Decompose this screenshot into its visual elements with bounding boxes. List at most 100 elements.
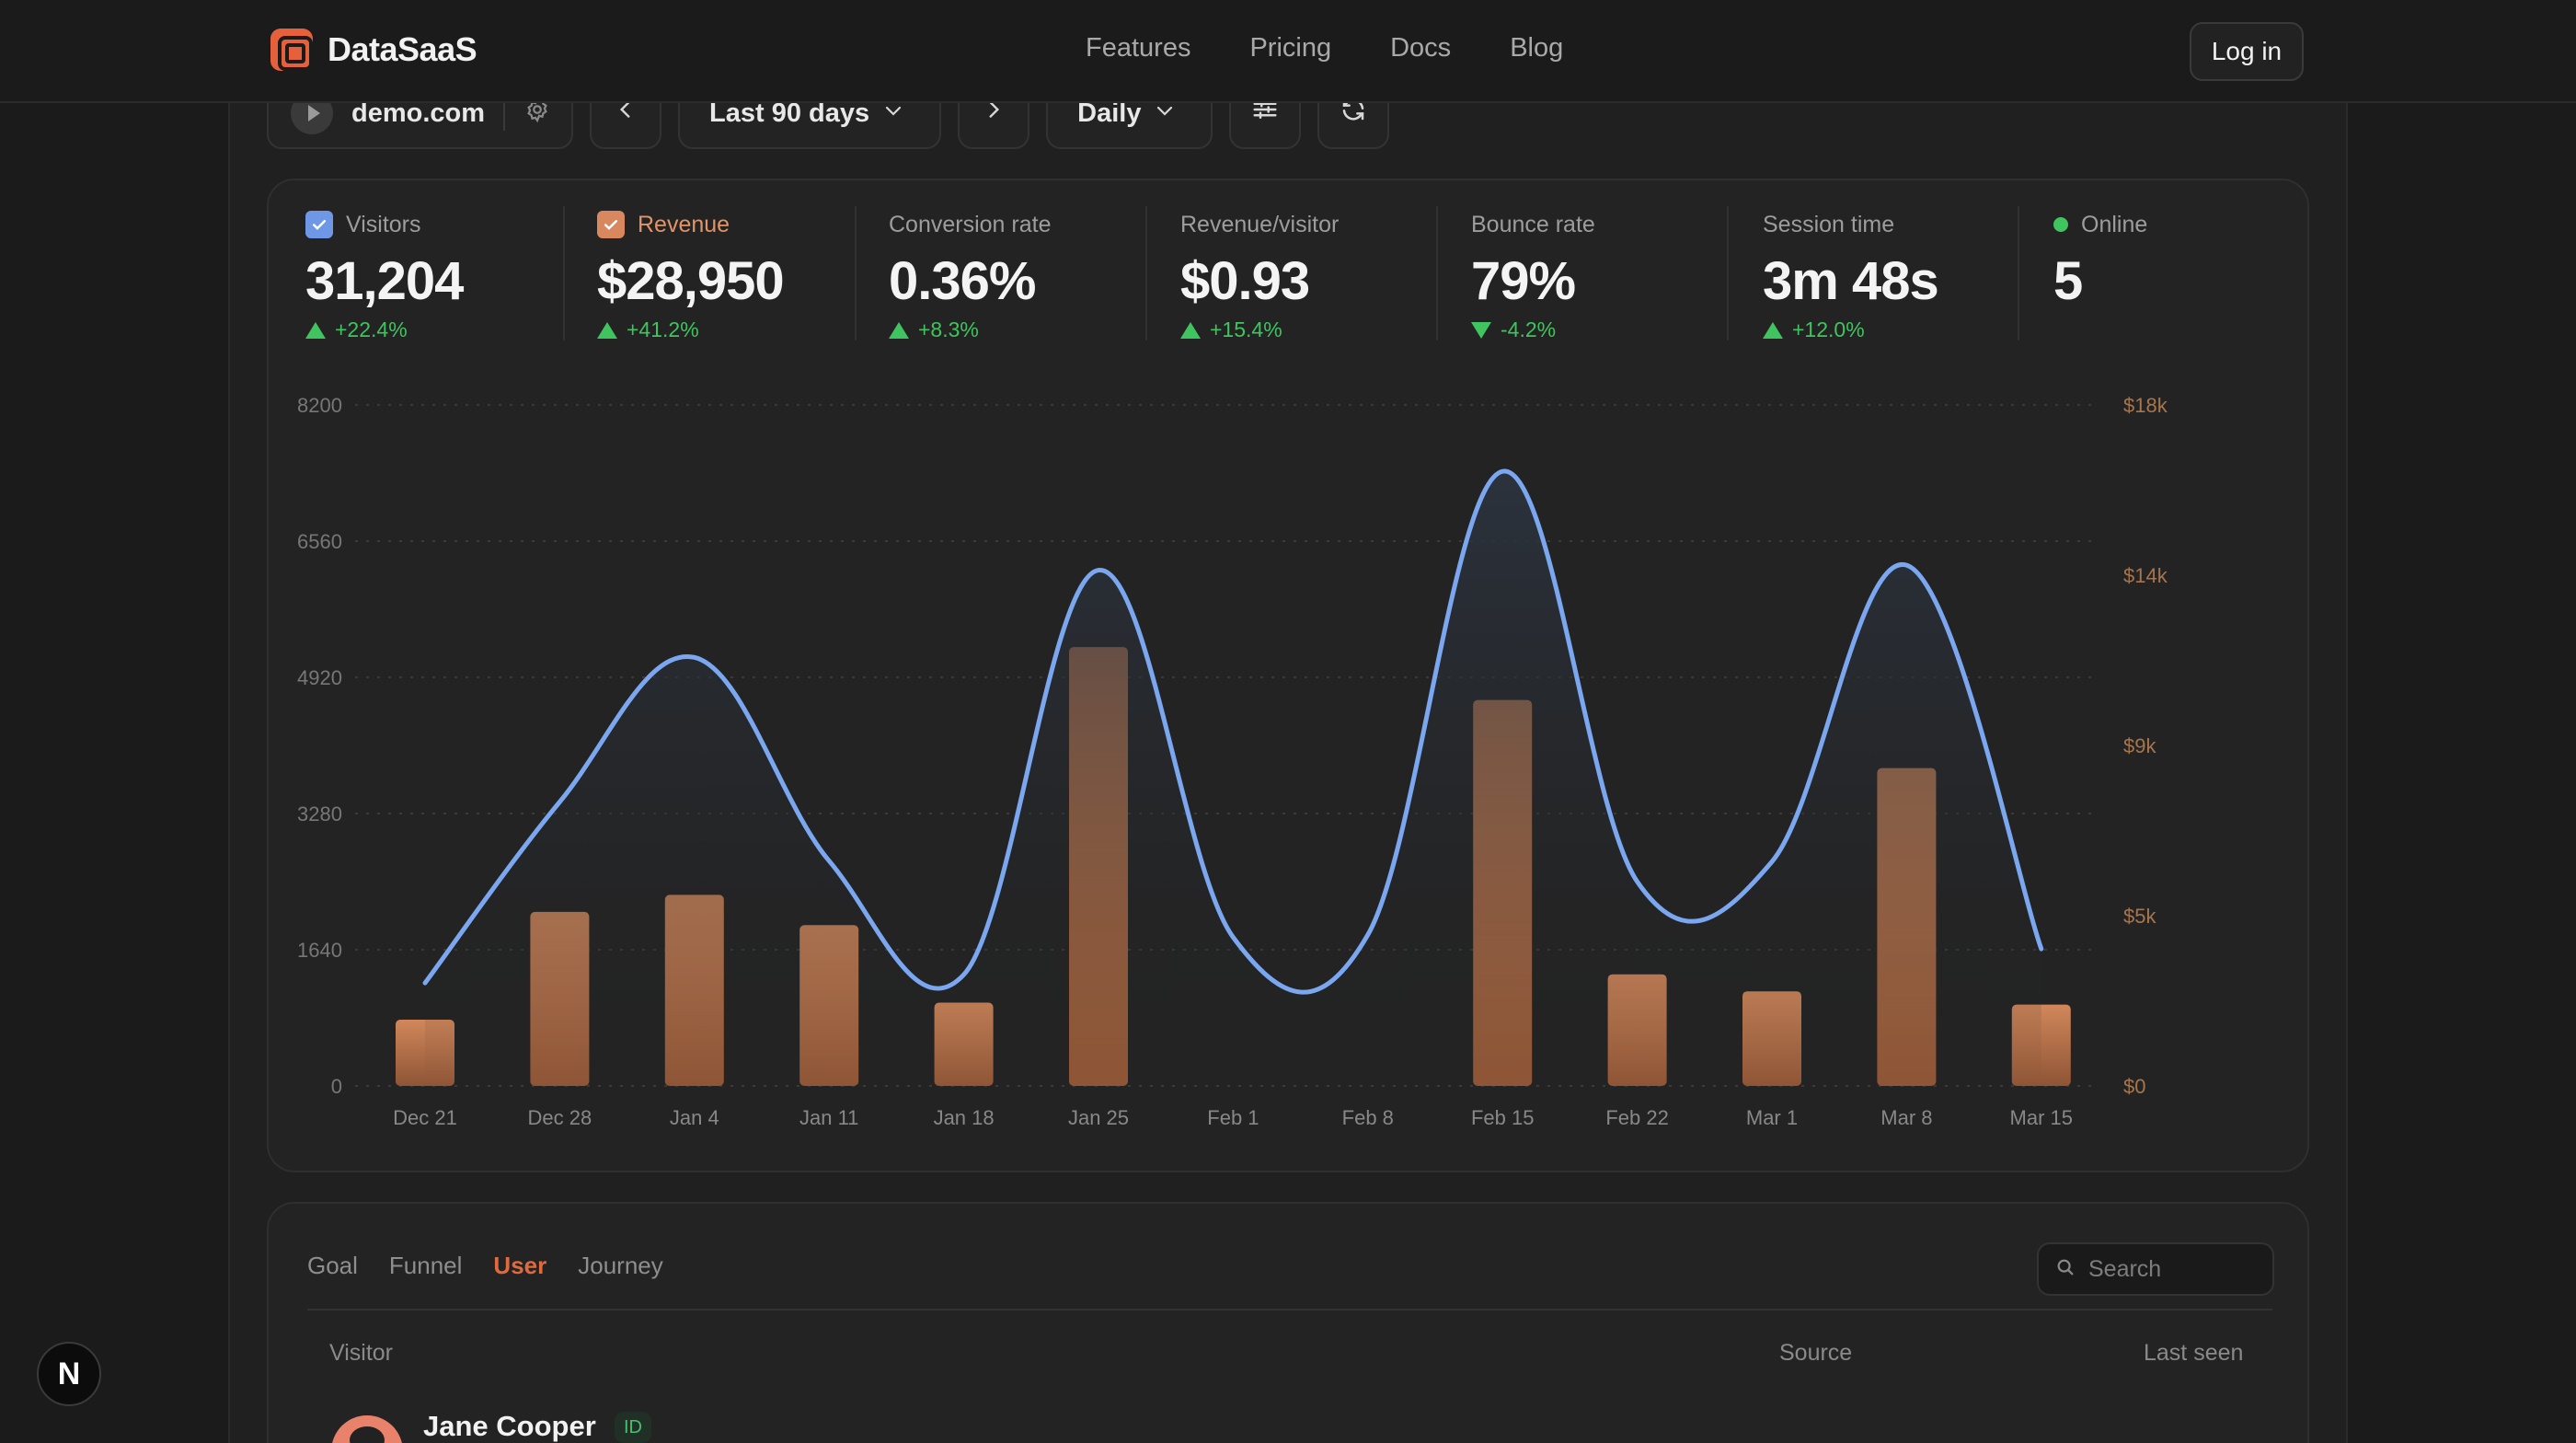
divider: [855, 206, 857, 341]
nav-link-blog[interactable]: Blog: [1510, 33, 1564, 63]
tab-journey[interactable]: Journey: [578, 1252, 663, 1279]
gear-icon[interactable]: [523, 96, 551, 131]
y-left-tick-label: 4920: [297, 666, 342, 689]
x-tick-label: Mar 15: [2010, 1106, 2073, 1129]
x-tick-label: Dec 21: [393, 1106, 457, 1129]
sliders-icon: [1251, 96, 1279, 131]
metric-value: 3m 48s: [1763, 251, 1939, 311]
metric-label: Conversion rate: [889, 211, 1052, 237]
visitors-checkbox[interactable]: [305, 211, 333, 238]
visitor-name[interactable]: Jane Cooper: [423, 1410, 596, 1442]
divider: [563, 206, 565, 341]
metric-delta: +12.0%: [1792, 317, 1865, 341]
divider: [2018, 206, 2019, 341]
metric-delta: -4.2%: [1501, 317, 1557, 341]
metric-label: Revenue/visitor: [1180, 211, 1340, 237]
chevron-down-icon: [1154, 98, 1176, 129]
nav-links: Features Pricing Docs Blog: [1086, 33, 1563, 63]
trend-up-icon: [1180, 321, 1201, 339]
brand-name: DataSaaS: [328, 30, 477, 68]
y-right-tick-label: $14k: [2123, 564, 2168, 587]
metric-value: 79%: [1471, 251, 1576, 311]
divider: [1436, 206, 1438, 341]
metric-label: Visitors: [346, 211, 421, 237]
divider: [307, 1309, 2272, 1310]
metric-value: $28,950: [597, 251, 785, 311]
column-header-source[interactable]: Source: [1779, 1340, 1853, 1366]
x-tick-label: Mar 1: [1746, 1106, 1798, 1129]
tab-goal[interactable]: Goal: [307, 1252, 358, 1279]
trend-up-icon: [889, 321, 909, 339]
x-tick-label: Jan 4: [670, 1106, 719, 1129]
nav-link-docs[interactable]: Docs: [1390, 33, 1452, 63]
visitors-area: [425, 470, 2041, 1087]
metric-value: $0.93: [1180, 251, 1310, 311]
trend-down-icon: [1471, 321, 1491, 339]
metric-delta: +15.4%: [1210, 317, 1282, 341]
y-left-tick-label: 6560: [297, 530, 342, 553]
metric-value: 31,204: [305, 251, 464, 311]
nav-link-features[interactable]: Features: [1086, 33, 1191, 63]
metric-value: 0.36%: [889, 251, 1036, 311]
search-input[interactable]: [2088, 1255, 2254, 1283]
x-tick-label: Feb 1: [1207, 1106, 1259, 1129]
metric-online[interactable]: Online 5: [2053, 208, 2274, 346]
divider: [503, 96, 506, 131]
search-field[interactable]: [2037, 1242, 2274, 1296]
metric-label: Bounce rate: [1471, 211, 1595, 237]
metric-session-time[interactable]: Session time 3m 48s +12.0%: [1763, 208, 2011, 346]
tab-user[interactable]: User: [493, 1252, 547, 1279]
column-header-last-seen[interactable]: Last seen: [2144, 1340, 2244, 1366]
nextjs-devtools-button[interactable]: N: [37, 1342, 101, 1406]
brand[interactable]: DataSaaS: [270, 29, 477, 71]
metric-visitors[interactable]: Visitors 31,204 +22.4%: [305, 208, 554, 346]
x-tick-label: Jan 18: [934, 1106, 995, 1129]
chevron-right-icon: [982, 98, 1006, 129]
revenue-checkbox[interactable]: [597, 211, 625, 238]
identified-badge: ID: [615, 1412, 651, 1443]
metric-label: Online: [2081, 211, 2148, 237]
divider: [1145, 206, 1147, 341]
x-tick-label: Jan 25: [1068, 1106, 1129, 1129]
avatar[interactable]: [331, 1415, 403, 1443]
online-status-icon: [2053, 217, 2068, 232]
chevron-left-icon: [614, 98, 638, 129]
y-right-tick-label: $5k: [2123, 905, 2156, 928]
y-left-tick-label: 3280: [297, 802, 342, 825]
analytics-card: Visitors 31,204 +22.4% Revenue $28,950 +…: [267, 179, 2309, 1172]
x-tick-label: Mar 8: [1880, 1106, 1932, 1129]
login-button[interactable]: Log in: [2190, 22, 2304, 81]
metric-label: Revenue: [638, 211, 730, 237]
x-tick-label: Feb 15: [1471, 1106, 1535, 1129]
y-left-tick-label: 8200: [297, 394, 342, 417]
trend-up-icon: [1763, 321, 1783, 339]
metric-bounce-rate[interactable]: Bounce rate 79% -4.2%: [1471, 208, 1719, 346]
trend-up-icon: [597, 321, 617, 339]
column-header-visitor[interactable]: Visitor: [329, 1340, 394, 1366]
y-right-tick-label: $0: [2123, 1075, 2145, 1098]
metric-delta: +22.4%: [335, 317, 408, 341]
metric-conversion-rate[interactable]: Conversion rate 0.36% +8.3%: [889, 208, 1137, 346]
x-tick-label: Jan 11: [799, 1106, 858, 1129]
trend-up-icon: [305, 321, 326, 339]
metric-label: Session time: [1763, 211, 1895, 237]
metric-delta: +8.3%: [918, 317, 979, 341]
y-right-tick-label: $9k: [2123, 734, 2156, 757]
x-tick-label: Feb 22: [1605, 1106, 1669, 1129]
metric-revenue-per-visitor[interactable]: Revenue/visitor $0.93 +15.4%: [1180, 208, 1429, 346]
search-icon: [2055, 1257, 2076, 1282]
x-tick-label: Dec 28: [528, 1106, 592, 1129]
y-right-tick-label: $18k: [2123, 394, 2168, 417]
metric-revenue[interactable]: Revenue $28,950 +41.2%: [597, 208, 845, 346]
datasaas-logo-icon: [270, 29, 313, 71]
divider: [1727, 206, 1729, 341]
top-navbar: DataSaaS Features Pricing Docs Blog Log …: [0, 0, 2576, 103]
chevron-down-icon: [882, 98, 904, 129]
table-tabs: Goal Funnel User Journey: [307, 1252, 663, 1280]
metric-value: 5: [2053, 251, 2083, 311]
metric-delta: +41.2%: [627, 317, 699, 341]
visitors-table-card: Goal Funnel User Journey Visitor Source …: [267, 1202, 2309, 1443]
tab-funnel[interactable]: Funnel: [388, 1252, 463, 1279]
y-left-tick-label: 0: [331, 1075, 342, 1098]
nav-link-pricing[interactable]: Pricing: [1249, 33, 1332, 63]
